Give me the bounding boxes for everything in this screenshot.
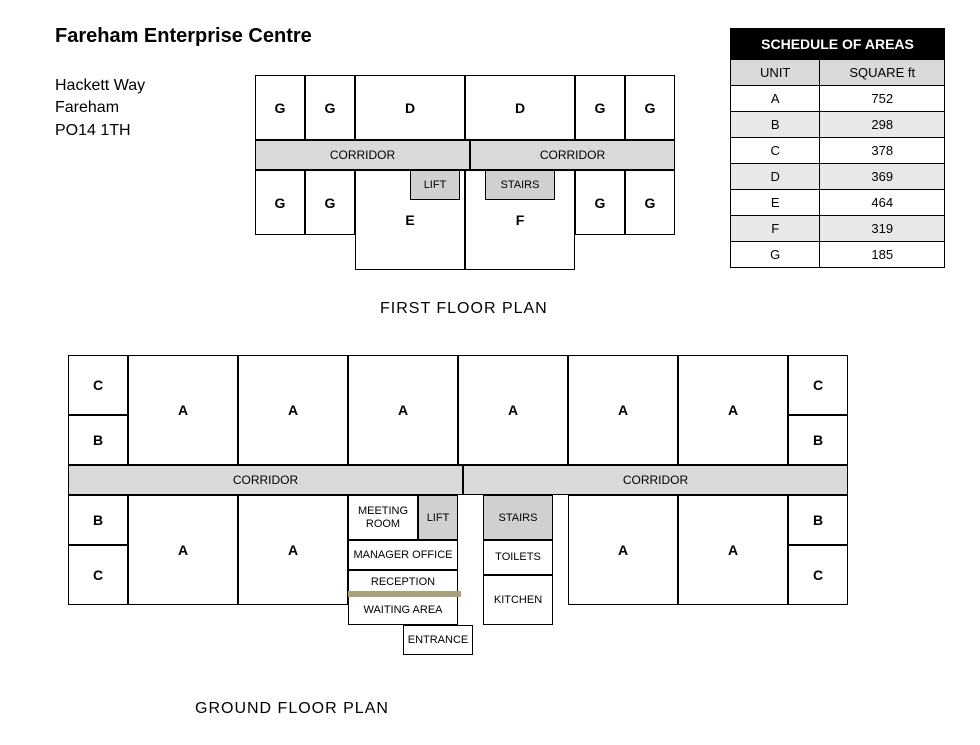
schedule-unit: E — [731, 190, 820, 215]
schedule-row: E464 — [731, 189, 944, 215]
floor-unit-A: A — [568, 355, 678, 465]
floor-unit-A: A — [238, 355, 348, 465]
floor-unit-meeting: MEETING ROOM — [348, 495, 418, 540]
address-line: PO14 1TH — [55, 120, 145, 142]
schedule-unit: G — [731, 242, 820, 267]
address-block: Hackett Way Fareham PO14 1TH — [55, 75, 145, 142]
floor-unit-A: A — [348, 355, 458, 465]
address-line: Hackett Way — [55, 75, 145, 97]
schedule-row: B298 — [731, 111, 944, 137]
floor-unit-B: B — [788, 415, 848, 465]
schedule-sqft: 378 — [820, 138, 944, 163]
floor-unit-A: A — [678, 355, 788, 465]
schedule-row: D369 — [731, 163, 944, 189]
floor-unit-A: A — [458, 355, 568, 465]
schedule-col-headers: UNIT SQUARE ft — [731, 59, 944, 85]
schedule-unit: F — [731, 216, 820, 241]
ground-floor-label: GROUND FLOOR PLAN — [195, 700, 389, 718]
floor-unit-toilets: TOILETS — [483, 540, 553, 575]
floor-unit-lift: LIFT — [410, 170, 460, 200]
floor-unit-D: D — [465, 75, 575, 140]
schedule-sqft: 319 — [820, 216, 944, 241]
floor-unit-A: A — [128, 355, 238, 465]
schedule-unit: B — [731, 112, 820, 137]
floor-unit-kitchen: KITCHEN — [483, 575, 553, 625]
schedule-row: C378 — [731, 137, 944, 163]
schedule-sqft: 752 — [820, 86, 944, 111]
reception-counter — [348, 591, 461, 597]
floor-unit-corridor: CORRIDOR — [255, 140, 470, 170]
first-floor-label: FIRST FLOOR PLAN — [380, 300, 548, 318]
floor-unit-stairs: STAIRS — [485, 170, 555, 200]
page-title: Fareham Enterprise Centre — [55, 25, 312, 48]
floor-unit-B: B — [68, 495, 128, 545]
floor-unit-corridor: CORRIDOR — [470, 140, 675, 170]
floor-unit-G: G — [305, 170, 355, 235]
floor-unit-D: D — [355, 75, 465, 140]
floor-unit-corridor: CORRIDOR — [463, 465, 848, 495]
floor-unit-G: G — [625, 170, 675, 235]
floor-unit-G: G — [575, 75, 625, 140]
floor-unit-A: A — [128, 495, 238, 605]
floor-unit-stairs: STAIRS — [483, 495, 553, 540]
schedule-sqft: 369 — [820, 164, 944, 189]
floor-unit-C: C — [788, 355, 848, 415]
floor-unit-C: C — [68, 545, 128, 605]
schedule-unit: A — [731, 86, 820, 111]
schedule-sqft: 298 — [820, 112, 944, 137]
schedule-unit: D — [731, 164, 820, 189]
address-line: Fareham — [55, 97, 145, 119]
schedule-unit: C — [731, 138, 820, 163]
schedule-table: SCHEDULE OF AREAS UNIT SQUARE ft A752B29… — [730, 28, 945, 268]
schedule-row: F319 — [731, 215, 944, 241]
schedule-header: SCHEDULE OF AREAS — [731, 29, 944, 59]
floor-unit-A: A — [678, 495, 788, 605]
floor-unit-G: G — [625, 75, 675, 140]
schedule-row: A752 — [731, 85, 944, 111]
floor-unit-waiting: WAITING AREA — [348, 595, 458, 625]
floor-unit-corridor: CORRIDOR — [68, 465, 463, 495]
col-unit: UNIT — [731, 60, 820, 85]
floor-unit-entrance: ENTRANCE — [403, 625, 473, 655]
schedule-sqft: 464 — [820, 190, 944, 215]
floor-unit-lift: LIFT — [418, 495, 458, 540]
floor-unit-B: B — [68, 415, 128, 465]
floor-unit-B: B — [788, 495, 848, 545]
floor-unit-C: C — [788, 545, 848, 605]
col-sqft: SQUARE ft — [820, 60, 944, 85]
schedule-row: G185 — [731, 241, 944, 267]
floor-unit-A: A — [568, 495, 678, 605]
floor-unit-A: A — [238, 495, 348, 605]
floor-unit-manager: MANAGER OFFICE — [348, 540, 458, 570]
floor-unit-G: G — [575, 170, 625, 235]
schedule-sqft: 185 — [820, 242, 944, 267]
floor-unit-C: C — [68, 355, 128, 415]
floor-unit-G: G — [255, 75, 305, 140]
floor-unit-G: G — [305, 75, 355, 140]
floor-unit-G: G — [255, 170, 305, 235]
